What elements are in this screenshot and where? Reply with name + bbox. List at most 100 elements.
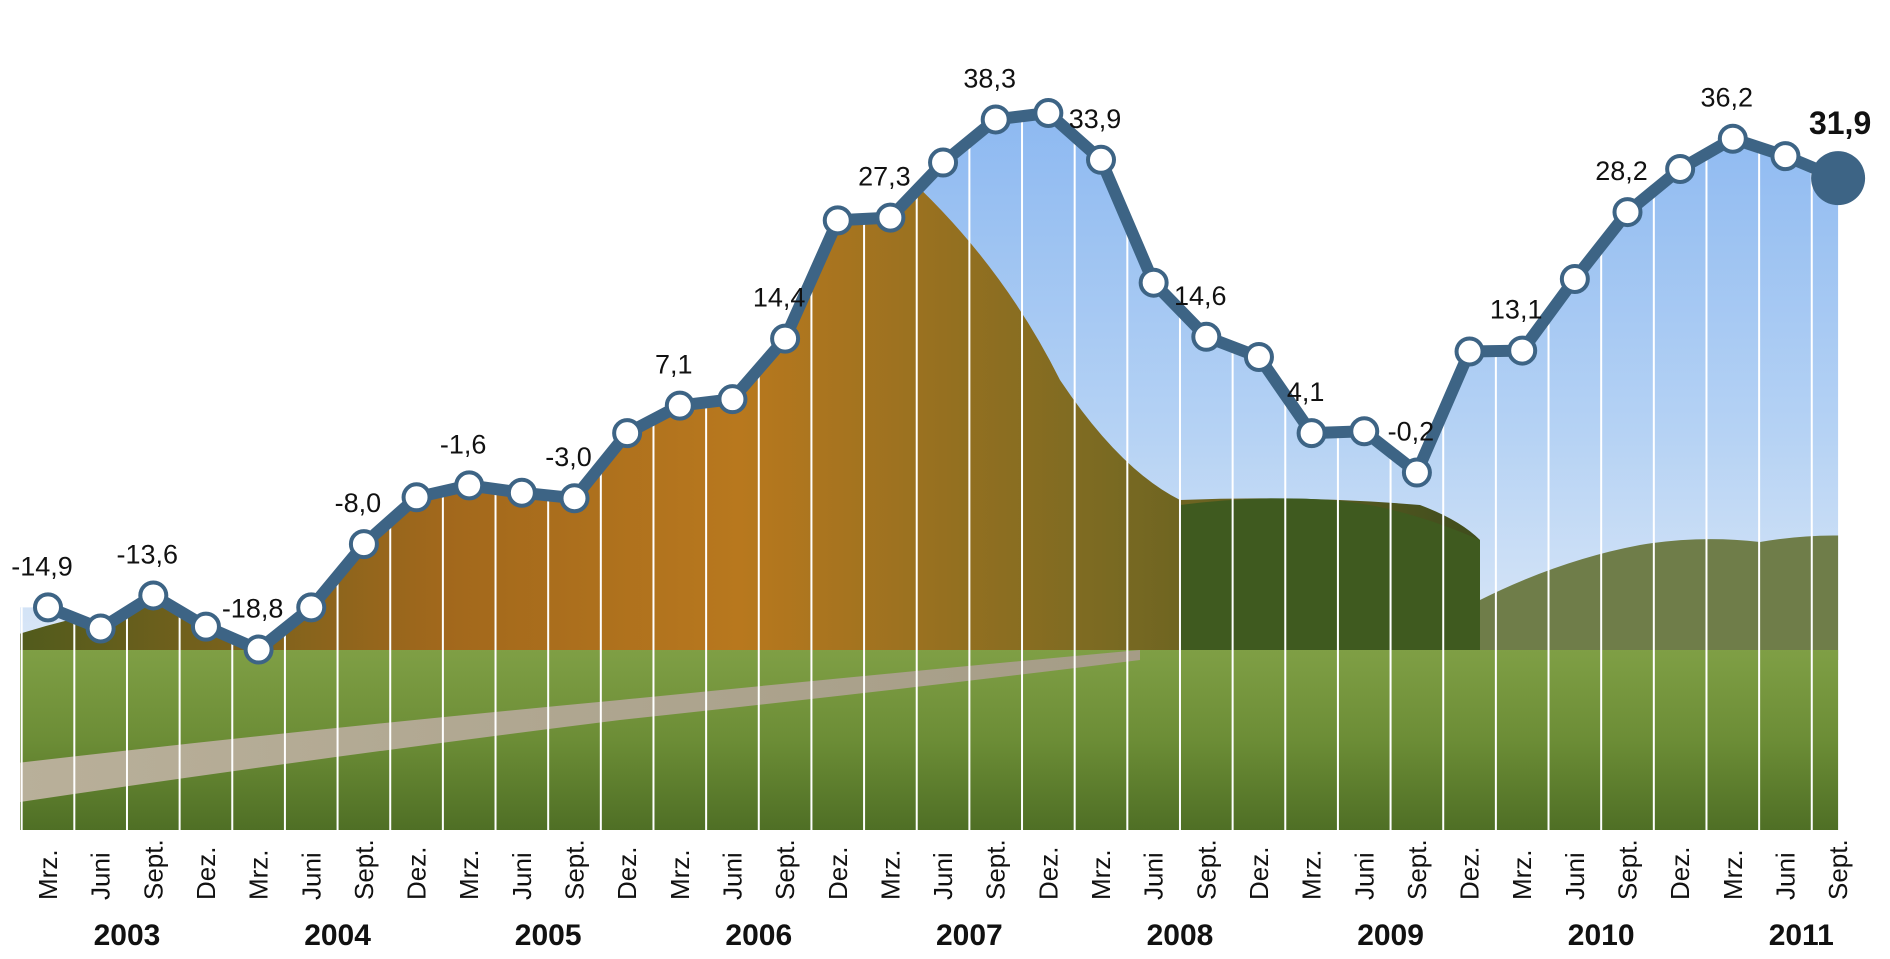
data-point bbox=[401, 482, 432, 513]
data-point bbox=[1296, 418, 1327, 449]
data-point bbox=[928, 147, 959, 178]
quarter-tick-labels: Mrz. Juni Sept. Dez. Mrz. Juni Sept. Dez. Mrz. Ju… bbox=[33, 839, 1853, 900]
data-point bbox=[190, 611, 221, 642]
quarter-label: Mrz. bbox=[1086, 849, 1116, 900]
data-point bbox=[1086, 144, 1116, 175]
data-point bbox=[875, 202, 906, 233]
quarter-label: Juni bbox=[1139, 852, 1169, 900]
data-point bbox=[1401, 457, 1432, 488]
year-label: 2009 bbox=[1357, 919, 1424, 952]
quarter-label: Dez. bbox=[402, 847, 432, 900]
data-point bbox=[1770, 141, 1801, 172]
quarter-label: Juni bbox=[1349, 852, 1379, 900]
data-point bbox=[1454, 336, 1485, 367]
quarter-label: Juni bbox=[1560, 852, 1590, 900]
value-label: 33,9 bbox=[1069, 104, 1122, 134]
value-label: 14,6 bbox=[1174, 281, 1227, 311]
data-point bbox=[717, 384, 748, 415]
value-label: 36,2 bbox=[1701, 83, 1754, 113]
year-label: 2008 bbox=[1147, 919, 1214, 952]
data-point bbox=[1665, 153, 1696, 184]
value-label: -0,2 bbox=[1388, 417, 1435, 447]
value-label: 7,1 bbox=[655, 350, 693, 380]
quarter-label: Sept. bbox=[1613, 839, 1643, 900]
data-point bbox=[980, 104, 1011, 135]
data-point bbox=[1559, 264, 1590, 295]
quarter-label: Juni bbox=[296, 852, 326, 900]
tree-line bbox=[1180, 498, 1480, 650]
quarter-label: Mrz. bbox=[1718, 849, 1748, 900]
quarter-label: Mrz. bbox=[454, 849, 484, 900]
value-label: 14,4 bbox=[753, 283, 806, 313]
quarter-label: Dez. bbox=[1665, 847, 1695, 900]
quarter-gridlines bbox=[20, 116, 1866, 830]
value-label: -3,0 bbox=[545, 442, 592, 472]
data-point bbox=[138, 580, 169, 611]
year-label: 2011 bbox=[1769, 919, 1834, 952]
value-label: -14,9 bbox=[11, 551, 73, 581]
data-point bbox=[296, 592, 327, 623]
data-point bbox=[243, 634, 274, 665]
data-point bbox=[1349, 416, 1380, 447]
quarter-label: Sept. bbox=[349, 839, 379, 900]
year-label: 2006 bbox=[725, 919, 792, 952]
data-point bbox=[454, 470, 485, 501]
quarter-label: Juni bbox=[507, 852, 537, 900]
value-label: 13,1 bbox=[1490, 295, 1543, 325]
data-point bbox=[1507, 335, 1538, 366]
quarter-label: Sept. bbox=[981, 839, 1011, 900]
value-label: 31,9 bbox=[1809, 105, 1871, 141]
quarter-label: Sept. bbox=[1402, 839, 1432, 900]
data-point bbox=[664, 390, 695, 421]
quarter-label: Mrz. bbox=[244, 849, 274, 900]
year-label: 2010 bbox=[1568, 919, 1635, 952]
quarter-label: Juni bbox=[86, 852, 116, 900]
quarter-label: Sept. bbox=[1191, 839, 1221, 900]
value-label: -18,8 bbox=[222, 594, 284, 624]
quarter-label: Dez. bbox=[1033, 847, 1063, 900]
quarter-label: Dez. bbox=[1455, 847, 1485, 900]
year-label: 2003 bbox=[94, 919, 161, 952]
quarter-label: Mrz. bbox=[33, 849, 63, 900]
data-point bbox=[1612, 197, 1643, 228]
quarter-label: Dez. bbox=[612, 847, 642, 900]
data-point bbox=[85, 613, 116, 644]
quarter-label: Sept. bbox=[770, 839, 800, 900]
quarter-label: Sept. bbox=[560, 839, 590, 900]
quarter-label: Dez. bbox=[1244, 847, 1274, 900]
quarter-label: Mrz. bbox=[665, 849, 695, 900]
value-label: 28,2 bbox=[1595, 156, 1648, 186]
quarter-label: Dez. bbox=[191, 847, 221, 900]
data-point bbox=[506, 477, 537, 508]
quarter-label: Sept. bbox=[138, 839, 168, 900]
quarter-label: Mrz. bbox=[1507, 849, 1537, 900]
quarter-label: Mrz. bbox=[875, 849, 905, 900]
distant-hills bbox=[1480, 535, 1839, 660]
data-point bbox=[348, 529, 379, 560]
dirt-path bbox=[20, 650, 1140, 805]
data-point bbox=[1243, 341, 1274, 372]
quarter-label: Juni bbox=[717, 852, 747, 900]
data-point bbox=[770, 323, 801, 354]
data-point bbox=[1191, 321, 1222, 352]
green-field bbox=[20, 650, 1839, 830]
year-label: 2005 bbox=[515, 919, 582, 952]
data-point bbox=[33, 592, 63, 623]
value-label: -1,6 bbox=[440, 429, 487, 459]
year-label: 2004 bbox=[304, 919, 371, 952]
quarter-label: Juni bbox=[1770, 852, 1800, 900]
quarter-label: Sept. bbox=[1823, 839, 1853, 900]
value-labels: -14,9 -13,6 -18,8 -8,0 -1,6 -3,0 7,1 14,4 27,3 38… bbox=[11, 63, 1871, 623]
value-label: 4,1 bbox=[1287, 377, 1325, 407]
quarter-label: Juni bbox=[928, 852, 958, 900]
data-markers bbox=[33, 98, 1866, 665]
data-point bbox=[612, 418, 643, 449]
value-label: -13,6 bbox=[117, 539, 179, 569]
data-point bbox=[1138, 267, 1169, 298]
year-label: 2007 bbox=[936, 919, 1003, 952]
data-point bbox=[1033, 98, 1064, 129]
value-label: 38,3 bbox=[963, 63, 1016, 93]
data-point bbox=[1717, 123, 1748, 154]
data-point-latest bbox=[1811, 151, 1866, 206]
